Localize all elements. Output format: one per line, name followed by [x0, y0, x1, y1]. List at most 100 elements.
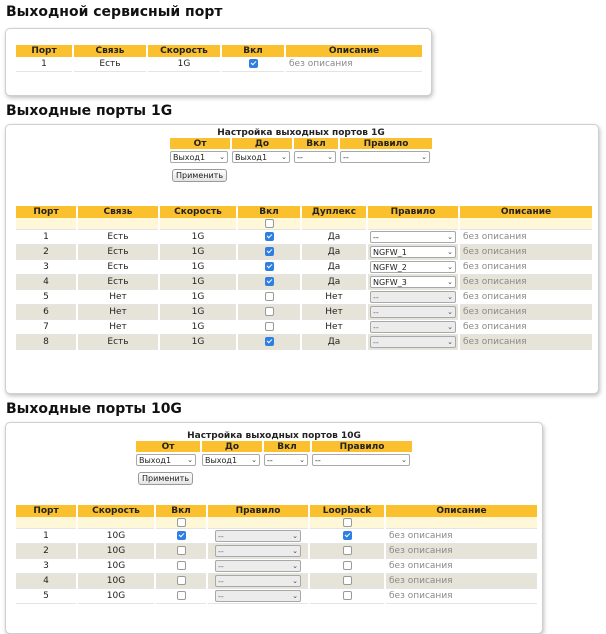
enabled-checkbox[interactable] — [264, 247, 274, 256]
enabled-cell — [238, 290, 300, 305]
description-cell[interactable]: без описания — [460, 290, 592, 305]
enabled-checkbox[interactable] — [176, 531, 186, 540]
loopback-checkbox[interactable] — [342, 561, 352, 570]
loopback-checkbox[interactable] — [342, 531, 352, 540]
rule-select[interactable]: -- ⌄ — [215, 545, 301, 557]
rule-select[interactable]: NGFW_2 ⌄ — [370, 261, 456, 273]
description-cell[interactable]: без описания — [460, 275, 592, 290]
table-row: 2 Есть 1G Да NGFW_1 ⌄ без описания — [16, 245, 592, 260]
col-header-speed: Скорость — [160, 206, 236, 218]
loopback-checkbox[interactable] — [342, 591, 352, 600]
port-cell: 2 — [16, 245, 76, 260]
rule-select-value: -- — [218, 546, 224, 556]
enabled-checkbox[interactable] — [264, 307, 274, 316]
chevron-down-icon: ⌄ — [447, 248, 453, 256]
enabled-checkbox[interactable] — [176, 546, 186, 555]
rule-select-value: -- — [315, 455, 321, 465]
rule-select[interactable]: -- ⌄ — [215, 590, 301, 602]
enabled-checkbox[interactable] — [264, 277, 274, 286]
to-select-value: Выход1 — [235, 152, 268, 162]
enabled-checkbox[interactable] — [248, 59, 258, 68]
enabled-select[interactable]: -- ⌄ — [294, 151, 336, 163]
rule-cell: -- ⌄ — [368, 230, 458, 245]
duplex-cell: Нет — [302, 320, 366, 335]
description-cell[interactable]: без описания — [460, 230, 592, 245]
port-cell: 5 — [16, 589, 76, 604]
enabled-cell — [238, 230, 300, 245]
port-cell: 4 — [16, 275, 76, 290]
select-all-checkbox[interactable] — [264, 218, 274, 228]
table-row: 3 Есть 1G Да NGFW_2 ⌄ без описания — [16, 260, 592, 275]
loopback-cell — [310, 529, 384, 544]
loopback-checkbox[interactable] — [342, 576, 352, 585]
to-select[interactable]: Выход1 ⌄ — [202, 454, 260, 466]
enabled-checkbox[interactable] — [176, 591, 186, 600]
enabled-checkbox[interactable] — [264, 292, 274, 301]
to-select[interactable]: Выход1 ⌄ — [232, 151, 290, 163]
loopback-checkbox[interactable] — [342, 546, 352, 555]
link-cell: Есть — [78, 230, 158, 245]
chevron-down-icon: ⌄ — [447, 338, 453, 346]
rule-select[interactable]: -- ⌄ — [370, 306, 456, 318]
service-port-table: Порт Связь Скорость Вкл Описание 1 Есть … — [14, 45, 424, 72]
table-row: 7 Нет 1G Нет -- ⌄ без описания — [16, 320, 592, 335]
enabled-checkbox[interactable] — [264, 337, 274, 346]
rule-select[interactable]: -- ⌄ — [215, 575, 301, 587]
rule-select[interactable]: -- ⌄ — [312, 454, 410, 466]
enabled-checkbox[interactable] — [264, 262, 274, 271]
chevron-down-icon: ⌄ — [299, 456, 305, 464]
chevron-down-icon: ⌄ — [292, 592, 298, 600]
enabled-select[interactable]: -- ⌄ — [264, 454, 308, 466]
link-cell: Есть — [78, 275, 158, 290]
config-header-enabled: Вкл — [294, 138, 338, 149]
description-cell[interactable]: без описания — [386, 559, 537, 574]
description-cell[interactable]: без описания — [386, 574, 537, 589]
description-cell[interactable]: без описания — [460, 305, 592, 320]
chevron-down-icon: ⌄ — [281, 153, 287, 161]
from-select[interactable]: Выход1 ⌄ — [170, 151, 228, 163]
rule-select[interactable]: -- ⌄ — [370, 321, 456, 333]
rule-select[interactable]: -- ⌄ — [370, 336, 456, 348]
description-cell[interactable]: без описания — [386, 589, 537, 604]
description-cell[interactable]: без описания — [460, 260, 592, 275]
apply-button[interactable]: Применить — [138, 472, 194, 485]
rule-select[interactable]: NGFW_3 ⌄ — [370, 276, 456, 288]
rule-select[interactable]: -- ⌄ — [370, 291, 456, 303]
enabled-checkbox[interactable] — [176, 561, 186, 570]
port-cell: 6 — [16, 305, 76, 320]
rule-select[interactable]: -- ⌄ — [215, 560, 301, 572]
enabled-checkbox[interactable] — [264, 322, 274, 331]
duplex-cell: Нет — [302, 290, 366, 305]
rule-select[interactable]: NGFW_1 ⌄ — [370, 246, 456, 258]
speed-cell: 1G — [160, 275, 236, 290]
description-cell[interactable]: без описания — [460, 320, 592, 335]
chevron-down-icon: ⌄ — [421, 153, 427, 161]
rule-select[interactable]: -- ⌄ — [370, 231, 456, 243]
description-cell[interactable]: без описания — [460, 335, 592, 350]
speed-cell: 1G — [148, 57, 220, 72]
port-cell: 1 — [16, 57, 72, 72]
rule-select-value: -- — [218, 576, 224, 586]
select-all-loopback-checkbox[interactable] — [342, 517, 352, 527]
enabled-checkbox[interactable] — [176, 576, 186, 585]
ports-1g-table: Порт Связь Скорость Вкл Дуплекс Правило … — [14, 206, 594, 350]
rule-select[interactable]: -- ⌄ — [340, 151, 430, 163]
rule-cell: -- ⌄ — [368, 320, 458, 335]
description-cell[interactable]: без описания — [386, 544, 537, 559]
duplex-cell: Да — [302, 335, 366, 350]
description-cell[interactable]: без описания — [386, 529, 537, 544]
col-header-duplex: Дуплекс — [302, 206, 366, 218]
enabled-checkbox[interactable] — [264, 232, 274, 241]
rule-select[interactable]: -- ⌄ — [215, 530, 301, 542]
link-cell: Есть — [78, 335, 158, 350]
apply-button[interactable]: Применить — [172, 169, 228, 182]
ports-10g-heading: Выходные порты 10G — [6, 401, 182, 417]
select-all-enabled-checkbox[interactable] — [176, 517, 186, 527]
rule-cell: NGFW_3 ⌄ — [368, 275, 458, 290]
link-cell: Нет — [78, 290, 158, 305]
chevron-down-icon: ⌄ — [447, 308, 453, 316]
speed-cell: 10G — [78, 559, 154, 574]
description-cell[interactable]: без описания — [460, 245, 592, 260]
description-cell[interactable]: без описания — [286, 57, 422, 72]
from-select[interactable]: Выход1 ⌄ — [136, 454, 196, 466]
